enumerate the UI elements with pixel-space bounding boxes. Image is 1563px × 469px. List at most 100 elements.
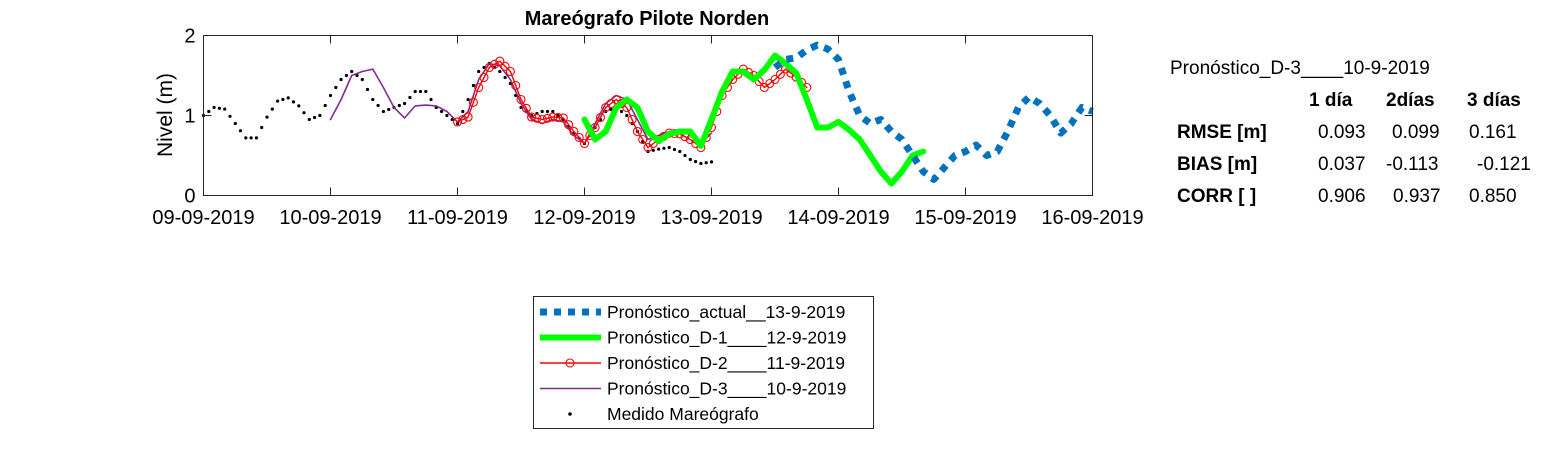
data-point (355, 73, 359, 78)
legend-item-pronostico-d-3-10-9-2019: Pronóstico_D-3____10-9-2019 (540, 379, 846, 400)
data-point (376, 103, 380, 108)
data-point (704, 161, 708, 165)
data-point (474, 82, 484, 93)
chart-title: Mareógrafo Pilote Norden (525, 8, 769, 30)
data-point (233, 121, 237, 126)
data-point (564, 120, 574, 130)
data-point (699, 161, 703, 166)
data-point (579, 138, 590, 149)
data-point (516, 94, 526, 105)
data-point (461, 109, 465, 114)
data-point (450, 117, 454, 122)
data-point (466, 97, 470, 102)
data-point (505, 66, 515, 77)
series-line (772, 41, 1094, 183)
data-point (468, 97, 478, 107)
data-point (479, 72, 489, 83)
data-point (307, 117, 311, 122)
data-point (429, 97, 433, 102)
data-point (694, 159, 698, 164)
data-point (770, 74, 780, 85)
data-point (622, 102, 632, 113)
data-point (260, 125, 264, 130)
data-point (244, 136, 248, 140)
y-tick-label: 0 (184, 186, 195, 208)
data-point (455, 121, 460, 126)
data-point (521, 103, 531, 113)
legend-item-pronostico-d-2-11-9-2019: Pronóstico_D-2____11-9-2019 (540, 353, 845, 374)
x-tick-label: 13-09-2019 (660, 207, 762, 229)
data-point (542, 113, 553, 123)
data-point (281, 97, 285, 102)
x-tick-label: 09-09-2019 (152, 207, 254, 229)
data-point (672, 147, 677, 152)
data-point (484, 62, 494, 73)
data-point (360, 77, 364, 82)
stats-rmse-1: 0.093 (1318, 122, 1366, 143)
data-point (207, 109, 211, 114)
legend-marker (565, 358, 575, 368)
data-point (569, 126, 579, 137)
data-point (511, 80, 521, 91)
legend-item-pronostico-actual-13-9-2019: Pronóstico_actual__13-9-2019 (540, 302, 845, 323)
data-point (471, 83, 475, 88)
x-tick-label: 12-09-2019 (533, 207, 635, 229)
data-point (553, 112, 563, 123)
legend-label: Medido Mareógrafo (607, 404, 759, 424)
data-point (638, 134, 648, 145)
legend-label: Pronóstico_actual__13-9-2019 (607, 302, 845, 323)
data-point (286, 96, 290, 100)
data-point (334, 85, 338, 90)
series-medido-mareografo (201, 61, 714, 166)
x-tick-label: 15-09-2019 (914, 207, 1016, 229)
data-point (424, 89, 428, 94)
series-pronostico-actual-13-9-2019 (772, 41, 1094, 183)
data-point (265, 115, 269, 119)
data-point (318, 113, 322, 118)
data-point (651, 148, 655, 152)
data-point (223, 107, 227, 111)
legend-box (533, 296, 874, 429)
data-point (574, 132, 584, 143)
data-point (683, 153, 687, 158)
legend-swatch (568, 412, 572, 416)
legend-label: Pronóstico_D-2____11-9-2019 (607, 353, 845, 374)
data-point (503, 75, 507, 80)
stats-title: Pronóstico_D-3____10-9-2019 (1170, 58, 1430, 79)
data-point (371, 97, 375, 102)
data-point (313, 115, 317, 120)
stats-row-label-rmse: RMSE [m] (1177, 122, 1267, 143)
data-point (339, 77, 343, 82)
x-tick-label: 16-09-2019 (1041, 207, 1143, 229)
data-point (344, 73, 348, 78)
stats-corr-3: 0.850 (1469, 186, 1517, 207)
stats-bias-1: 0.037 (1318, 154, 1366, 175)
data-point (413, 89, 417, 94)
data-point (381, 109, 385, 114)
y-axis-label: Nivel (m) (154, 73, 177, 157)
stats-rmse-2: 0.099 (1392, 122, 1440, 143)
data-point (452, 117, 463, 127)
data-point (625, 113, 629, 118)
series-pronostico-d-1-12-9-2019 (581, 52, 927, 187)
data-point (350, 69, 354, 74)
data-point (212, 105, 216, 110)
stats-row-label-corr: CORR [ ] (1177, 186, 1257, 207)
data-point (365, 87, 370, 92)
data-point (558, 113, 568, 123)
legend-item-pronostico-d-1-12-9-2019: Pronóstico_D-1____12-9-2019 (540, 328, 846, 349)
data-point (662, 146, 666, 150)
data-point (238, 129, 243, 133)
stats-bias-3: -0.121 (1477, 154, 1531, 175)
data-point (249, 136, 253, 140)
data-point (328, 93, 333, 98)
data-point (532, 113, 542, 123)
data-point (527, 112, 537, 122)
data-point (678, 149, 682, 154)
data-point (619, 109, 624, 114)
data-point (228, 114, 232, 118)
data-point (482, 65, 486, 70)
stats-corr-1: 0.906 (1318, 186, 1366, 207)
data-point (657, 147, 661, 151)
data-point (276, 99, 280, 103)
